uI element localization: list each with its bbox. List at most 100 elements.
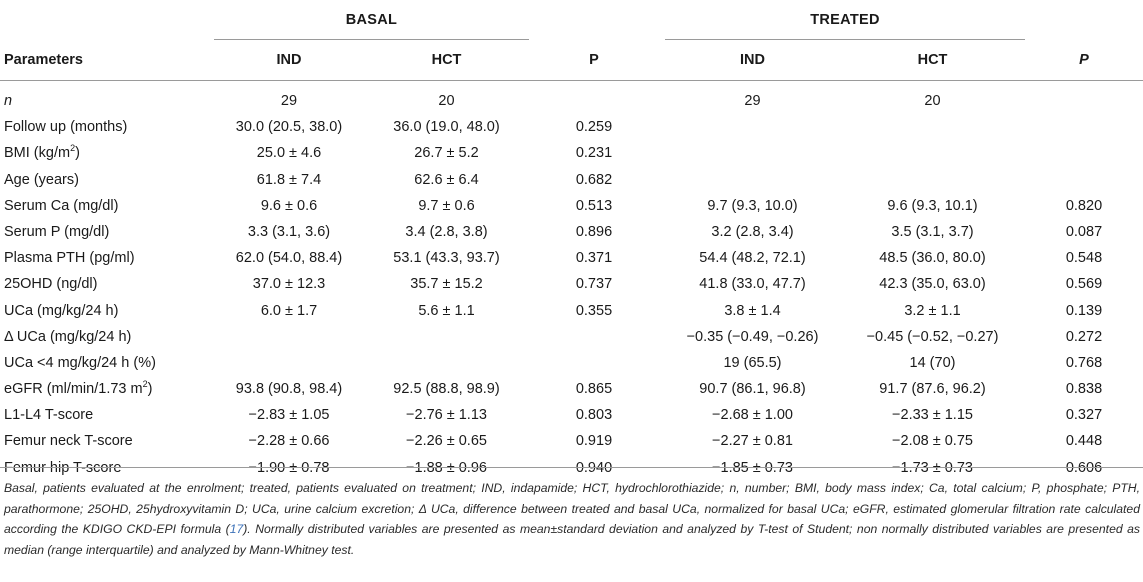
cell-basal-hct: 53.1 (43.3, 93.7) — [393, 250, 500, 267]
cell-basal-hct: 62.6 ± 6.4 — [414, 171, 479, 188]
header-treated-p: P — [1079, 52, 1089, 68]
cell-parameter: UCa (mg/kg/24 h) — [4, 302, 119, 319]
cell-basal-ind: −2.83 ± 1.05 — [248, 407, 330, 424]
cell-basal-p: 0.513 — [575, 197, 613, 214]
cell-treated-ind: 3.2 (2.8, 3.4) — [711, 223, 794, 240]
footnote-text-before: Basal, patients evaluated at the enrolme… — [4, 481, 1140, 536]
footnote-reference-link[interactable]: 17 — [229, 522, 244, 536]
cell-treated-ind: 54.4 (48.2, 72.1) — [699, 250, 806, 267]
cell-parameter: Age (years) — [4, 171, 79, 188]
table-row: Serum P (mg/dl) 3.3 (3.1, 3.6) 3.4 (2.8, 3… — [0, 220, 1143, 246]
cell-treated-ind: −0.35 (−0.49, −0.26) — [686, 328, 819, 345]
table-footnote: Basal, patients evaluated at the enrolme… — [4, 478, 1140, 560]
cell-parameter: Δ UCa (mg/kg/24 h) — [4, 328, 132, 345]
cell-treated-p: 0.139 — [1065, 302, 1103, 319]
cell-basal-hct: 92.5 (88.8, 98.9) — [393, 381, 500, 398]
cell-basal-p: 0.355 — [575, 302, 613, 319]
header-basal-ind: IND — [276, 52, 302, 68]
header-treated-hct: HCT — [917, 52, 948, 68]
cell-basal-p: 0.371 — [575, 250, 613, 267]
cell-basal-p: 0.803 — [575, 407, 613, 424]
table-row: eGFR (ml/min/1.73 m2) 93.8 (90.8, 98.4) 92… — [0, 377, 1143, 403]
cell-parameter: n — [4, 93, 13, 109]
cell-parameter: Femur neck T-score — [4, 433, 133, 450]
table-row: BMI (kg/m2) 25.0 ± 4.6 26.7 ± 5.2 0.231 — [0, 141, 1143, 167]
cell-basal-ind: 9.6 ± 0.6 — [260, 197, 318, 214]
cell-basal-p: 0.259 — [575, 119, 613, 136]
cell-treated-ind: 90.7 (86.1, 96.8) — [699, 381, 806, 398]
cell-treated-p: 0.087 — [1065, 223, 1103, 240]
table-row: L1-L4 T-score −2.83 ± 1.05 −2.76 ± 1.13 0.8… — [0, 403, 1143, 429]
cell-treated-hct: 42.3 (35.0, 63.0) — [879, 276, 986, 293]
cell-treated-ind: 41.8 (33.0, 47.7) — [699, 276, 806, 293]
cell-treated-p: 0.448 — [1065, 433, 1103, 450]
table-row: Serum Ca (mg/dl) 9.6 ± 0.6 9.7 ± 0.6 0.513 9… — [0, 194, 1143, 220]
cell-treated-p: 0.838 — [1065, 381, 1103, 398]
group-rule-treated — [665, 39, 1025, 40]
cell-basal-hct: 35.7 ± 15.2 — [410, 276, 483, 293]
table-row: Femur neck T-score −2.28 ± 0.66 −2.26 ± 0.… — [0, 429, 1143, 455]
cell-treated-p: 0.548 — [1065, 250, 1103, 267]
cell-basal-hct: −2.26 ± 0.65 — [406, 433, 487, 450]
cell-basal-hct: 26.7 ± 5.2 — [414, 145, 479, 162]
cell-parameter: BMI (kg/m2) — [4, 143, 80, 162]
group-title-basal: BASAL — [345, 12, 398, 28]
cell-parameter: Plasma PTH (pg/ml) — [4, 250, 135, 267]
cell-treated-hct: 20 — [924, 93, 941, 109]
table-row: UCa (mg/kg/24 h) 6.0 ± 1.7 5.6 ± 1.1 0.355 3… — [0, 299, 1143, 325]
cell-treated-hct: −0.45 (−0.52, −0.27) — [866, 328, 999, 345]
cell-parameter: eGFR (ml/min/1.73 m2) — [4, 379, 153, 398]
cell-basal-p: 0.231 — [575, 145, 613, 162]
cell-treated-hct: −2.33 ± 1.15 — [892, 407, 973, 424]
cell-treated-ind: 29 — [744, 93, 761, 109]
cell-basal-ind: 3.3 (3.1, 3.6) — [247, 223, 331, 240]
header-treated-ind: IND — [740, 52, 765, 68]
footnote-text-after: ). Normally distributed variables are pr… — [4, 522, 1140, 557]
cell-treated-p: 0.820 — [1065, 197, 1103, 214]
cell-treated-p: 0.272 — [1065, 328, 1103, 345]
header-parameters: Parameters — [4, 52, 83, 68]
cell-basal-hct: 3.4 (2.8, 3.8) — [405, 223, 488, 240]
header-basal-hct: HCT — [431, 52, 462, 68]
table-row: Age (years) 61.8 ± 7.4 62.6 ± 6.4 0.682 — [0, 168, 1143, 194]
cell-treated-hct: 48.5 (36.0, 80.0) — [879, 250, 986, 267]
cell-treated-p: 0.768 — [1065, 354, 1103, 371]
cell-parameter: UCa <4 mg/kg/24 h (%) — [4, 354, 156, 371]
cell-treated-ind: 9.7 (9.3, 10.0) — [707, 197, 798, 214]
cell-basal-hct: −2.76 ± 1.13 — [406, 407, 487, 424]
cell-basal-hct: 20 — [438, 93, 455, 109]
cell-basal-p: 0.865 — [575, 381, 613, 398]
table-row: n 29 20 29 20 — [0, 89, 1143, 115]
group-title-treated: TREATED — [810, 12, 880, 28]
cell-treated-ind: −2.27 ± 0.81 — [712, 433, 793, 450]
cell-basal-ind: 6.0 ± 1.7 — [260, 302, 318, 319]
cell-treated-ind: 3.8 ± 1.4 — [724, 302, 781, 319]
cell-basal-p: 0.737 — [575, 276, 613, 293]
cell-basal-ind: 25.0 ± 4.6 — [256, 145, 322, 162]
cell-treated-ind: −2.68 ± 1.00 — [712, 407, 793, 424]
cell-parameter: 25OHD (ng/dl) — [4, 276, 98, 293]
cell-treated-hct: 14 (70) — [909, 354, 956, 371]
cell-parameter: Serum Ca (mg/dl) — [4, 197, 119, 214]
cell-treated-hct: 3.2 ± 1.1 — [904, 302, 961, 319]
cell-parameter: L1-L4 T-score — [4, 407, 94, 424]
cell-basal-hct: 5.6 ± 1.1 — [418, 302, 475, 319]
column-header-row: Parameters IND HCT P IND HCT P — [0, 40, 1143, 80]
cell-treated-hct: −2.08 ± 0.75 — [892, 433, 973, 450]
cell-treated-hct: 3.5 (3.1, 3.7) — [891, 223, 974, 240]
cell-treated-hct: 91.7 (87.6, 96.2) — [879, 381, 986, 398]
cell-basal-ind: 93.8 (90.8, 98.4) — [235, 381, 343, 398]
cell-basal-hct: 9.7 ± 0.6 — [418, 197, 475, 214]
cell-treated-p: 0.569 — [1065, 276, 1103, 293]
cell-basal-p: 0.896 — [575, 223, 613, 240]
table-bottom-rule — [0, 467, 1143, 468]
table-row: 25OHD (ng/dl) 37.0 ± 12.3 35.7 ± 15.2 0.737… — [0, 272, 1143, 298]
group-rule-basal — [214, 39, 529, 40]
cell-basal-p: 0.682 — [575, 171, 613, 188]
table-row: Follow up (months) 30.0 (20.5, 38.0) 36.0 … — [0, 115, 1143, 141]
cell-treated-hct: 9.6 (9.3, 10.1) — [887, 197, 978, 214]
table-row: Plasma PTH (pg/ml) 62.0 (54.0, 88.4) 53.1 … — [0, 246, 1143, 272]
cell-parameter: Follow up (months) — [4, 119, 128, 136]
cell-parameter: Serum P (mg/dl) — [4, 223, 110, 240]
table-row: Δ UCa (mg/kg/24 h) −0.35 (−0.49, −0.26) −0… — [0, 325, 1143, 351]
